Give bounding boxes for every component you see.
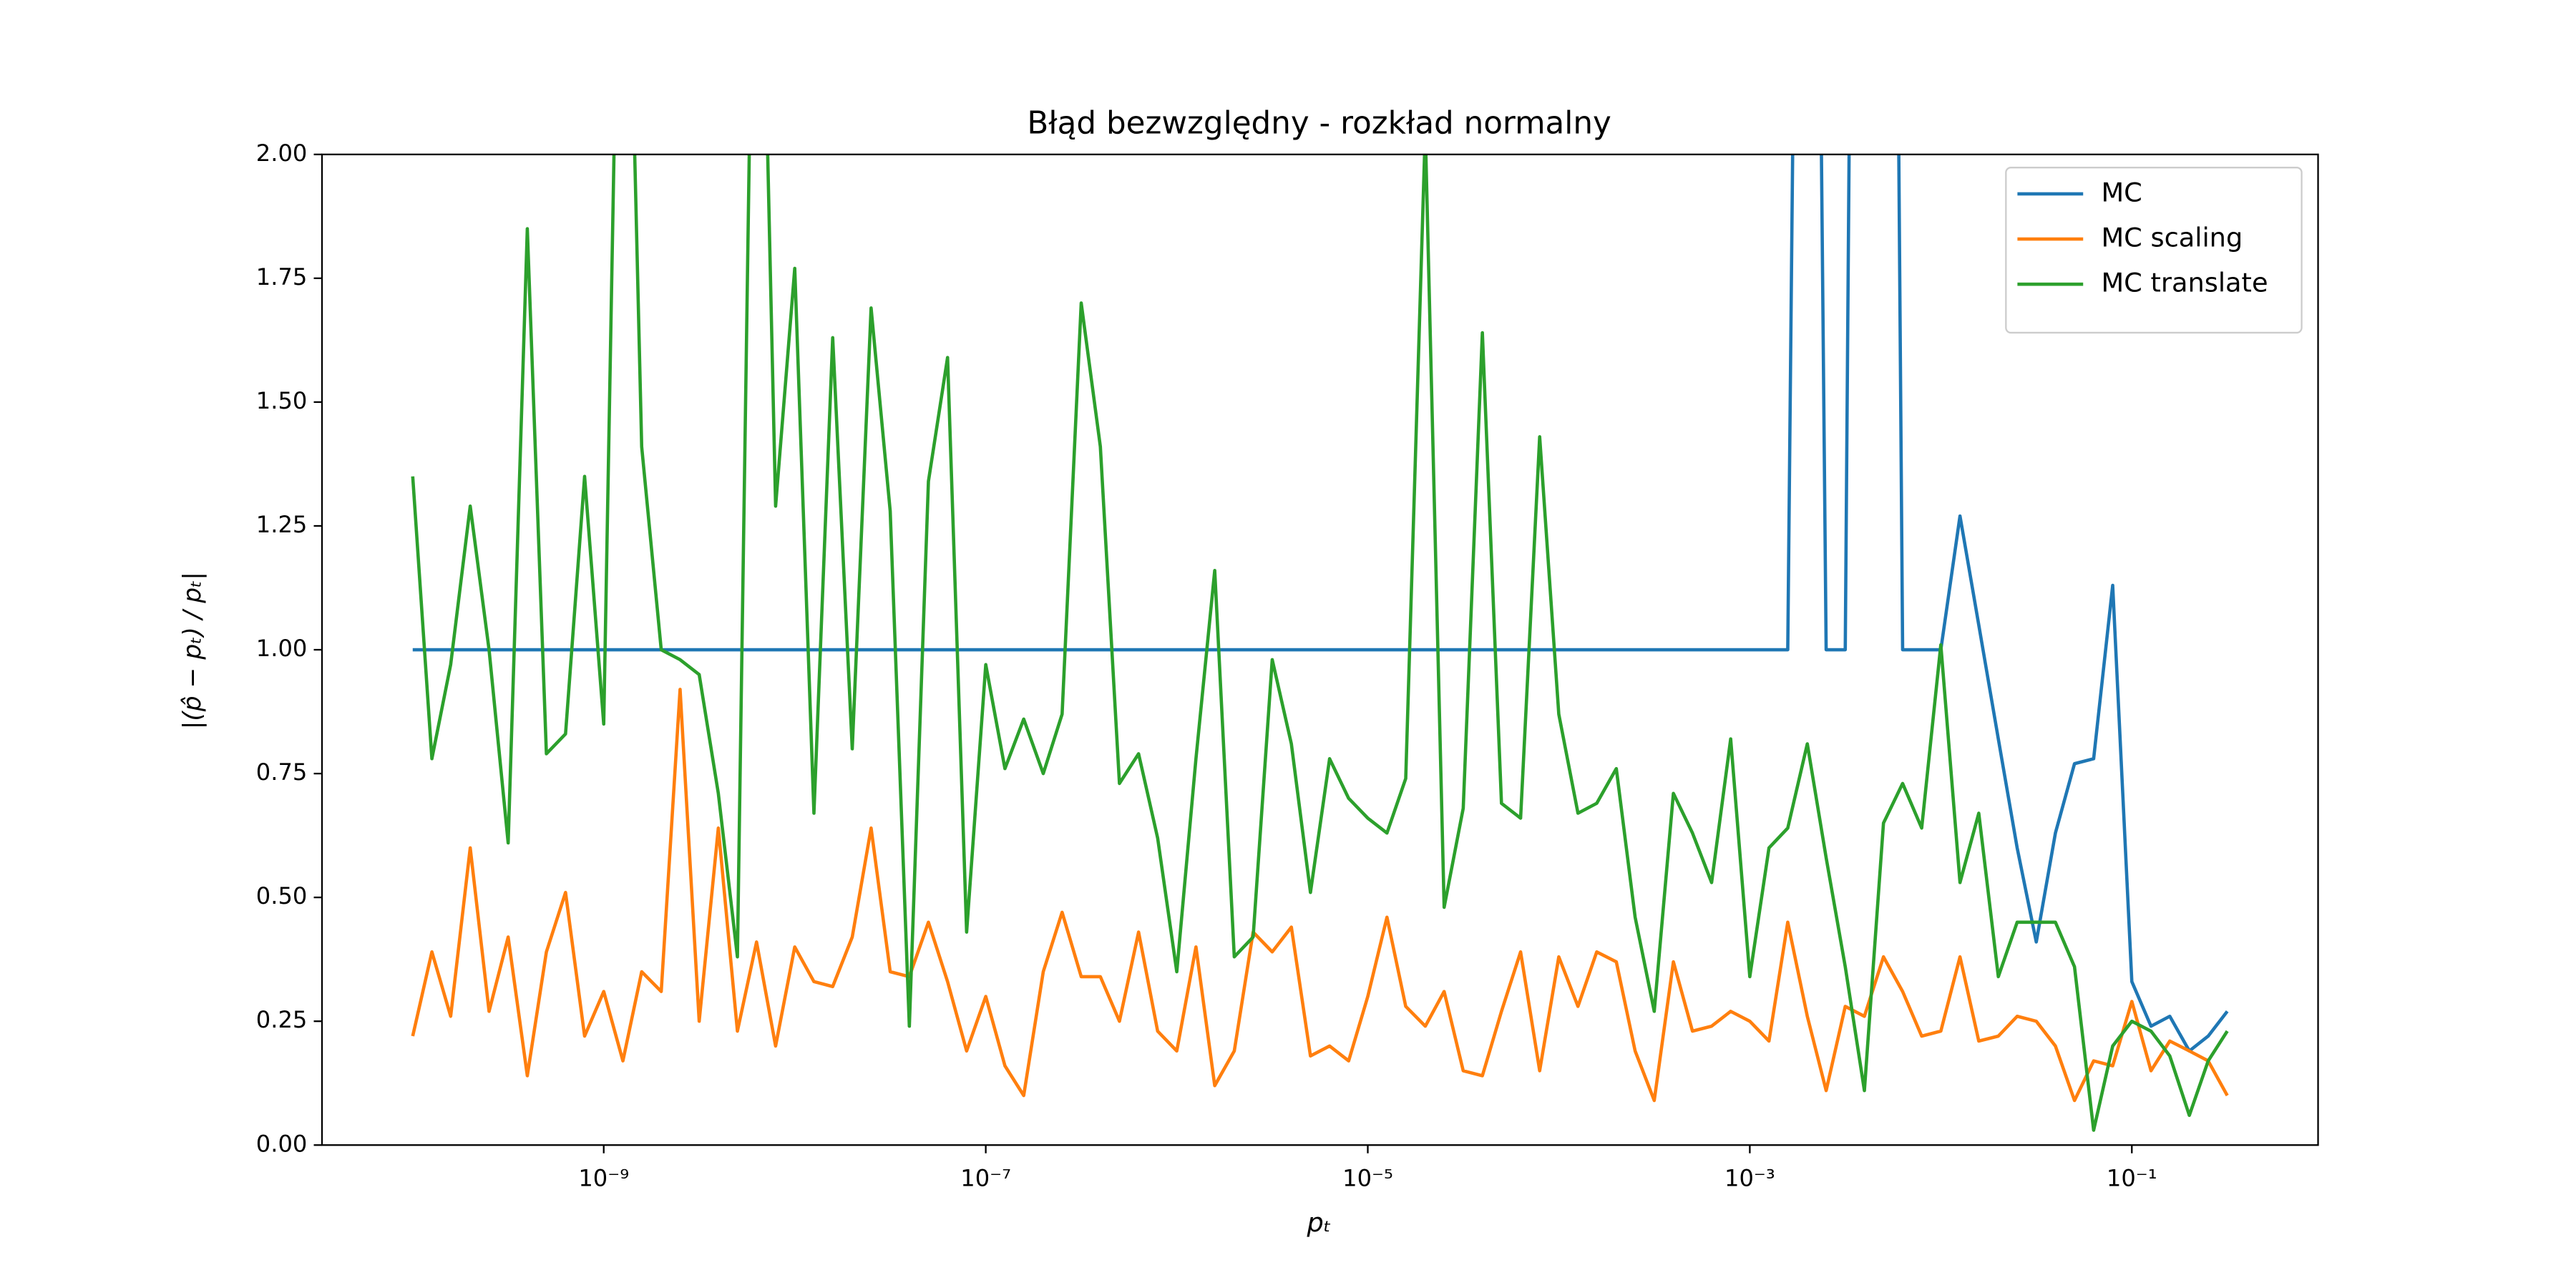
y-axis-label: |(p̂ − pₜ) / pₜ| — [178, 572, 207, 729]
data-line — [411, 154, 2229, 1132]
x-tick-label: 10⁻⁹ — [578, 1164, 629, 1191]
legend-label: MC scaling — [2101, 223, 2243, 253]
x-tick-label: 10⁻⁷ — [960, 1164, 1011, 1191]
legend: MC MC scaling MC translate — [2005, 167, 2303, 334]
y-tick-label: 2.00 — [256, 140, 308, 167]
x-tick-label: 10⁻⁵ — [1342, 1164, 1393, 1191]
x-tick-label: 10⁻¹ — [2107, 1164, 2157, 1191]
data-line — [411, 688, 2229, 1103]
y-tick-label: 1.00 — [256, 635, 308, 662]
chart-title: Błąd bezwzględny - rozkład normalny — [1027, 105, 1611, 141]
data-line — [412, 154, 2229, 1053]
y-tick-label: 0.00 — [256, 1130, 308, 1157]
legend-frame — [2005, 167, 2303, 334]
x-tick-label: 10⁻³ — [1724, 1164, 1775, 1191]
legend-label: MC translate — [2101, 268, 2268, 298]
y-tick-label: 1.75 — [256, 263, 308, 291]
y-tick-label: 0.75 — [256, 758, 308, 786]
y-tick-label: 0.50 — [256, 882, 308, 909]
plot-area — [411, 154, 2229, 1132]
y-tick-label: 0.25 — [256, 1006, 308, 1033]
legend-label: MC — [2101, 177, 2142, 208]
y-tick-label: 1.50 — [256, 387, 308, 414]
x-axis-label: pₜ — [1307, 1207, 1332, 1238]
y-tick-label: 1.25 — [256, 511, 308, 538]
